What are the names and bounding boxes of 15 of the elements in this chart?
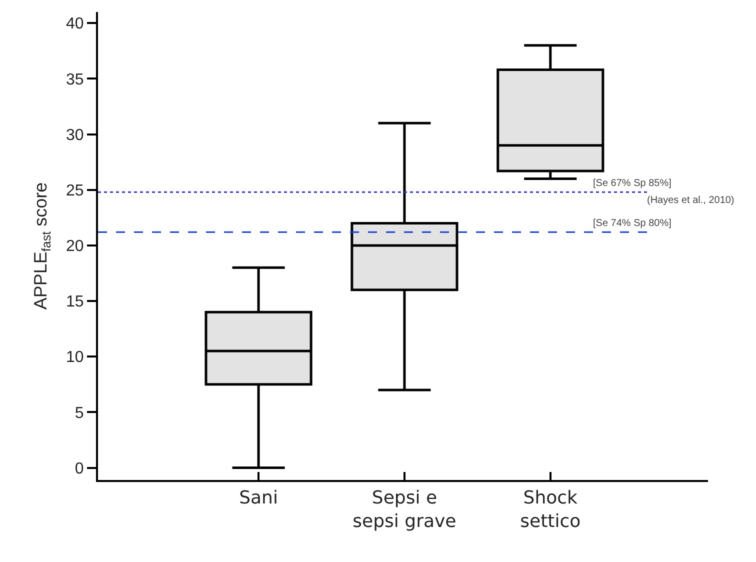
y-tick-label: 10 [66, 349, 84, 366]
x-tick-label: Sepsi e sepsi grave [352, 488, 456, 532]
ref-line-label: [Se 67% Sp 85%] [593, 178, 672, 189]
y-tick-label: 20 [66, 238, 84, 256]
y-tick-label: 5 [74, 404, 84, 422]
annotation: (Hayes et al., 2010) [647, 195, 734, 206]
x-tick-label: Sani [239, 488, 278, 509]
x-tick-label: Shock settico [520, 488, 581, 532]
y-tick-label: 0 [74, 460, 84, 478]
y-tick-label: 35 [66, 71, 84, 88]
y-tick-label: 30 [66, 126, 84, 144]
ref-line-label: [Se 74% Sp 80%] [593, 218, 672, 229]
y-tick-label: 15 [66, 294, 84, 311]
y-tick-label: 25 [66, 182, 84, 200]
y-tick-label: 40 [66, 16, 84, 33]
